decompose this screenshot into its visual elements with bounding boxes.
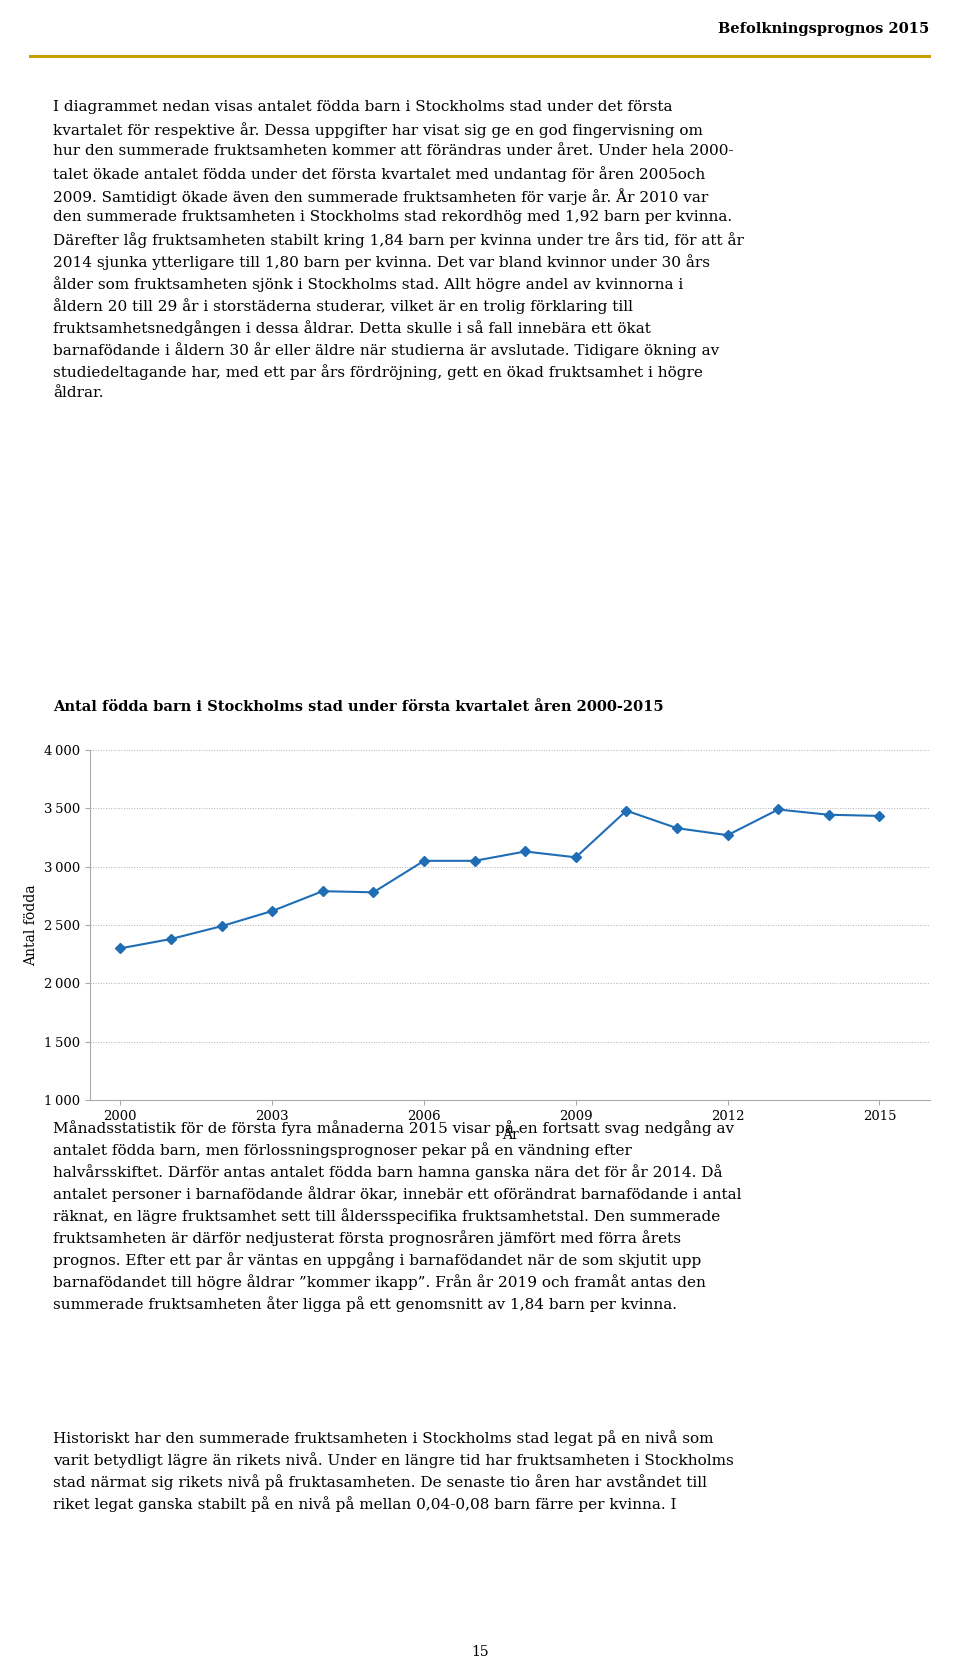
Text: varit betydligt lägre än rikets nivå. Under en längre tid har fruktsamheten i St: varit betydligt lägre än rikets nivå. Un… bbox=[53, 1451, 733, 1468]
Text: antalet födda barn, men förlossningsprognoser pekar på en vändning efter: antalet födda barn, men förlossningsprog… bbox=[53, 1142, 632, 1157]
Text: fruktsamhetsnedgången i dessa åldrar. Detta skulle i så fall innebära ett ökat: fruktsamhetsnedgången i dessa åldrar. De… bbox=[53, 321, 651, 336]
Text: 2009. Samtidigt ökade även den summerade fruktsamheten för varje år. År 2010 var: 2009. Samtidigt ökade även den summerade… bbox=[53, 189, 708, 205]
Text: halvårsskiftet. Därför antas antalet födda barn hamna ganska nära det för år 201: halvårsskiftet. Därför antas antalet föd… bbox=[53, 1164, 722, 1181]
Text: Historiskt har den summerade fruktsamheten i Stockholms stad legat på en nivå so: Historiskt har den summerade fruktsamhet… bbox=[53, 1430, 713, 1446]
Text: den summerade fruktsamheten i Stockholms stad rekordhög med 1,92 barn per kvinna: den summerade fruktsamheten i Stockholms… bbox=[53, 210, 732, 224]
Text: åldern 20 till 29 år i storstäderna studerar, vilket är en trolig förklaring til: åldern 20 till 29 år i storstäderna stud… bbox=[53, 297, 633, 314]
Text: hur den summerade fruktsamheten kommer att förändras under året. Under hela 2000: hur den summerade fruktsamheten kommer a… bbox=[53, 144, 733, 159]
Text: barnafödande i åldern 30 år eller äldre när studierna är avslutade. Tidigare ökn: barnafödande i åldern 30 år eller äldre … bbox=[53, 342, 719, 357]
Text: räknat, en lägre fruktsamhet sett till åldersspecifika fruktsamhetstal. Den summ: räknat, en lägre fruktsamhet sett till å… bbox=[53, 1207, 720, 1224]
Text: I diagrammet nedan visas antalet födda barn i Stockholms stad under det första: I diagrammet nedan visas antalet födda b… bbox=[53, 100, 672, 114]
Text: ålder som fruktsamheten sjönk i Stockholms stad. Allt högre andel av kvinnorna i: ålder som fruktsamheten sjönk i Stockhol… bbox=[53, 276, 684, 292]
Y-axis label: Antal födda: Antal födda bbox=[24, 883, 38, 965]
X-axis label: År: År bbox=[502, 1129, 518, 1142]
Text: riket legat ganska stabilt på en nivå på mellan 0,04-0,08 barn färre per kvinna.: riket legat ganska stabilt på en nivå på… bbox=[53, 1496, 676, 1511]
Text: studiedeltagande har, med ett par års fördröjning, gett en ökad fruktsamhet i hö: studiedeltagande har, med ett par års fö… bbox=[53, 364, 703, 379]
Text: barnafödandet till högre åldrar ”kommer ikapp”. Från år 2019 och framåt antas de: barnafödandet till högre åldrar ”kommer … bbox=[53, 1274, 706, 1289]
Text: Månadsstatistik för de första fyra månaderna 2015 visar på en fortsatt svag nedg: Månadsstatistik för de första fyra månad… bbox=[53, 1121, 734, 1136]
Text: 2014 sjunka ytterligare till 1,80 barn per kvinna. Det var bland kvinnor under 3: 2014 sjunka ytterligare till 1,80 barn p… bbox=[53, 254, 709, 271]
Text: 15: 15 bbox=[471, 1645, 489, 1658]
Text: Därefter låg fruktsamheten stabilt kring 1,84 barn per kvinna under tre års tid,: Därefter låg fruktsamheten stabilt kring… bbox=[53, 232, 744, 247]
Text: åldrar.: åldrar. bbox=[53, 386, 104, 401]
Text: Befolkningsprognos 2015: Befolkningsprognos 2015 bbox=[718, 22, 929, 37]
Text: antalet personer i barnafödande åldrar ökar, innebär ett oförändrat barnafödande: antalet personer i barnafödande åldrar ö… bbox=[53, 1186, 741, 1202]
Text: Antal födda barn i Stockholms stad under första kvartalet åren 2000-2015: Antal födda barn i Stockholms stad under… bbox=[53, 700, 663, 715]
Text: kvartalet för respektive år. Dessa uppgifter har visat sig ge en god fingervisni: kvartalet för respektive år. Dessa uppgi… bbox=[53, 122, 703, 139]
Text: summerade fruktsamheten åter ligga på ett genomsnitt av 1,84 barn per kvinna.: summerade fruktsamheten åter ligga på et… bbox=[53, 1296, 677, 1313]
Text: talet ökade antalet födda under det första kvartalet med undantag för åren 2005o: talet ökade antalet födda under det förs… bbox=[53, 165, 705, 182]
Text: stad närmat sig rikets nivå på fruktasamheten. De senaste tio åren har avståndet: stad närmat sig rikets nivå på fruktasam… bbox=[53, 1475, 707, 1490]
Text: prognos. Efter ett par år väntas en uppgång i barnafödandet när de som skjutit u: prognos. Efter ett par år väntas en uppg… bbox=[53, 1252, 701, 1268]
Text: fruktsamheten är därför nedjusterat första prognosråren jämfört med förra årets: fruktsamheten är därför nedjusterat förs… bbox=[53, 1231, 681, 1246]
